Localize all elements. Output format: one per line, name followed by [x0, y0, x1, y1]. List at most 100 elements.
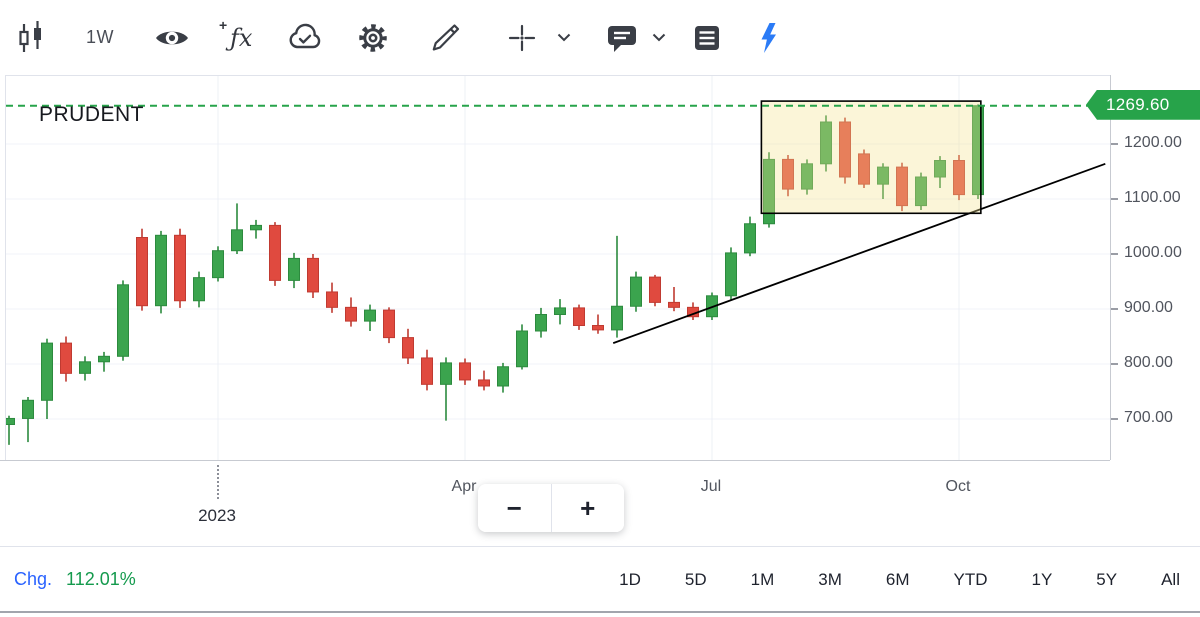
news-list-icon — [695, 25, 719, 50]
lightning-bolt-icon — [761, 22, 776, 53]
candle-body — [858, 153, 870, 185]
candle-body — [41, 342, 53, 401]
zoom-in-button[interactable]: + — [551, 484, 624, 532]
candle-body — [668, 301, 680, 308]
y-axis-label: 1000.00 — [1111, 244, 1182, 261]
candle-body — [478, 379, 490, 387]
candle-body — [174, 234, 186, 302]
interval-label: 1W — [86, 27, 114, 47]
candle-body — [402, 337, 414, 359]
candle-body — [250, 224, 262, 231]
candle-body — [896, 166, 908, 207]
y-axis-label: 1200.00 — [1111, 134, 1182, 151]
range-button-ytd[interactable]: YTD — [952, 568, 990, 592]
candle-body — [6, 417, 15, 426]
candle-body — [915, 176, 927, 207]
range-button-5d[interactable]: 5D — [683, 568, 709, 592]
candle-body — [60, 342, 72, 374]
range-button-6m[interactable]: 6M — [884, 568, 912, 592]
news-button[interactable] — [692, 0, 722, 75]
toolbar: 1W + ƒx — [0, 0, 1200, 75]
settings-button[interactable] — [357, 0, 389, 75]
candle-body — [193, 277, 205, 302]
candle-body — [611, 305, 623, 331]
candle-body — [364, 309, 376, 322]
candle-body — [516, 330, 528, 368]
candle-body — [877, 166, 889, 185]
plus-icon: + — [580, 493, 596, 523]
candle-body — [79, 361, 91, 374]
candle-body — [497, 366, 509, 387]
candle-body — [763, 158, 775, 225]
price-label-badge[interactable]: 1269.60 — [1086, 89, 1200, 120]
y-axis-label: 900.00 — [1111, 299, 1173, 316]
range-button-1d[interactable]: 1D — [617, 568, 643, 592]
price-label-value: 1269.60 — [1106, 94, 1170, 114]
candle-body — [801, 163, 813, 190]
cloud-check-icon — [289, 23, 321, 48]
price-axis[interactable]: 1200.00 1100.00 1000.00 900.00 800.00 700.00 — [1110, 75, 1200, 460]
crosshair-icon — [508, 24, 536, 51]
gear-icon — [359, 23, 387, 52]
cursor-tool-dropdown[interactable] — [557, 0, 571, 75]
symbol-label: PRUDENT — [39, 103, 145, 126]
candle-body — [725, 252, 737, 297]
change-group: Chg. 112.01% — [0, 569, 136, 590]
range-selector: 1D 5D 1M 3M 6M YTD 1Y 5Y All — [617, 568, 1200, 592]
candle-body — [383, 309, 395, 339]
candle-body — [212, 250, 224, 279]
cloud-sync-button[interactable] — [286, 0, 324, 75]
candle-body — [22, 399, 34, 419]
minus-icon: − — [506, 493, 522, 523]
pencil-icon — [432, 23, 460, 50]
candle-body — [953, 160, 965, 196]
candle-body — [136, 237, 148, 307]
indicators-button[interactable]: + ƒx — [219, 0, 252, 75]
comments-dropdown[interactable] — [652, 0, 666, 75]
comments-button[interactable] — [605, 0, 639, 75]
range-button-5y[interactable]: 5Y — [1094, 568, 1119, 592]
chevron-down-icon — [557, 33, 571, 42]
candle-body — [782, 158, 794, 190]
candle-body — [231, 229, 243, 252]
footer-bar: Chg. 112.01% 1D 5D 1M 3M 6M YTD 1Y 5Y All — [0, 546, 1200, 612]
candle-body — [326, 291, 338, 308]
price-chart[interactable] — [6, 76, 1111, 461]
bottom-divider — [0, 611, 1200, 613]
candle-body — [98, 355, 110, 363]
candle-body — [421, 357, 433, 385]
candle-body — [554, 307, 566, 315]
visibility-button[interactable] — [154, 0, 190, 75]
x-axis-label: Apr — [451, 478, 477, 495]
x-axis-label: Jul — [700, 478, 722, 495]
range-button-3m[interactable]: 3M — [816, 568, 844, 592]
x-axis-label: 2023 — [198, 506, 236, 525]
candle-body — [345, 306, 357, 322]
flash-button[interactable] — [756, 0, 780, 75]
range-button-all[interactable]: All — [1159, 568, 1182, 592]
chart-type-button[interactable] — [16, 0, 46, 75]
x-axis-label: Oct — [945, 478, 971, 495]
candle-body — [820, 121, 832, 165]
change-label: Chg. — [14, 569, 53, 589]
candle-body — [573, 307, 585, 326]
candle-body — [117, 284, 129, 357]
change-value: 112.01% — [66, 569, 136, 589]
candle-body — [459, 362, 471, 381]
highlight-box[interactable] — [760, 100, 982, 215]
cursor-tool-button[interactable] — [505, 0, 539, 75]
candle-body — [307, 257, 319, 293]
range-button-1y[interactable]: 1Y — [1030, 568, 1055, 592]
candle-body — [535, 314, 547, 332]
interval-button[interactable]: 1W — [86, 0, 114, 75]
candle-body — [269, 224, 281, 281]
zoom-out-button[interactable]: − — [478, 484, 552, 532]
candle-body — [440, 362, 452, 385]
range-button-1m[interactable]: 1M — [749, 568, 777, 592]
y-axis-label: 800.00 — [1111, 354, 1173, 371]
draw-button[interactable] — [428, 0, 462, 75]
candlestick-chart-icon — [19, 20, 41, 52]
candle-body — [839, 121, 851, 178]
trendline[interactable] — [612, 162, 1106, 344]
zoom-controls: − + — [478, 484, 624, 532]
